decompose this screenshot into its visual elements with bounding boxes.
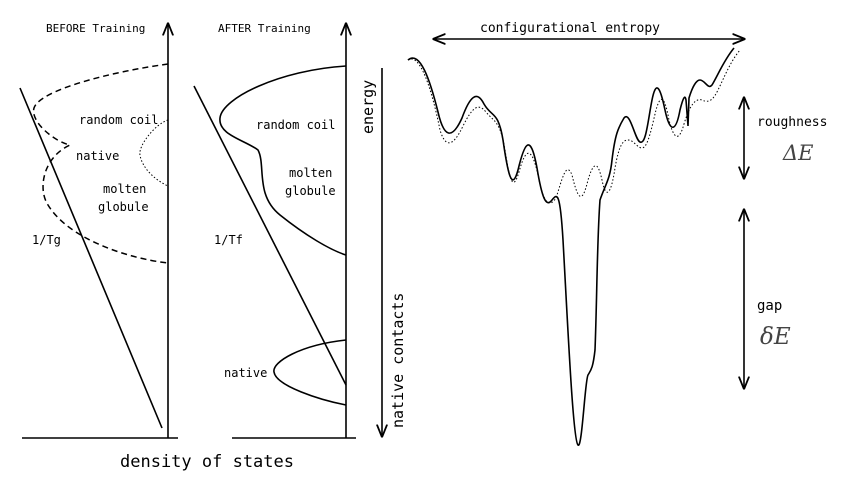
after-temperature-line	[193, 85, 347, 386]
before-training-panel: BEFORE Training random coil native molte…	[19, 22, 178, 439]
after-native-label: native	[224, 366, 267, 380]
after-native-curve	[273, 339, 347, 406]
before-density-curve	[33, 63, 169, 264]
density-of-states-label: density of states	[120, 452, 294, 472]
energy-landscape: configurational entropy roughness ΔE gap…	[407, 21, 827, 446]
after-density-curve	[219, 65, 347, 256]
before-temperature-line	[19, 87, 163, 429]
configurational-entropy-label: configurational entropy	[480, 21, 660, 36]
before-tg-label: 1/Tg	[32, 233, 61, 247]
roughness-label: roughness	[757, 115, 827, 130]
gap-delta-e: δE	[760, 324, 791, 350]
before-molten-label: molten	[103, 182, 146, 196]
energy-axis-label: energy	[359, 80, 377, 134]
after-globule-label: globule	[285, 184, 336, 198]
after-tf-label: 1/Tf	[214, 233, 243, 247]
roughness-delta-e: ΔE	[782, 141, 814, 165]
gap-label: gap	[757, 298, 782, 314]
trained-landscape-curve	[407, 47, 735, 446]
before-training-title: BEFORE Training	[46, 22, 145, 35]
before-globule-label: globule	[98, 200, 149, 214]
before-native-curve	[139, 119, 169, 187]
after-training-title: AFTER Training	[218, 22, 311, 35]
after-training-panel: AFTER Training random coil molten globul…	[193, 22, 407, 439]
native-contacts-label: native contacts	[389, 293, 407, 428]
before-random-coil-label: random coil	[79, 113, 158, 127]
after-random-coil-label: random coil	[256, 118, 335, 132]
untrained-landscape-curve	[407, 49, 741, 204]
before-native-label: native	[76, 149, 119, 163]
after-molten-label: molten	[289, 166, 332, 180]
